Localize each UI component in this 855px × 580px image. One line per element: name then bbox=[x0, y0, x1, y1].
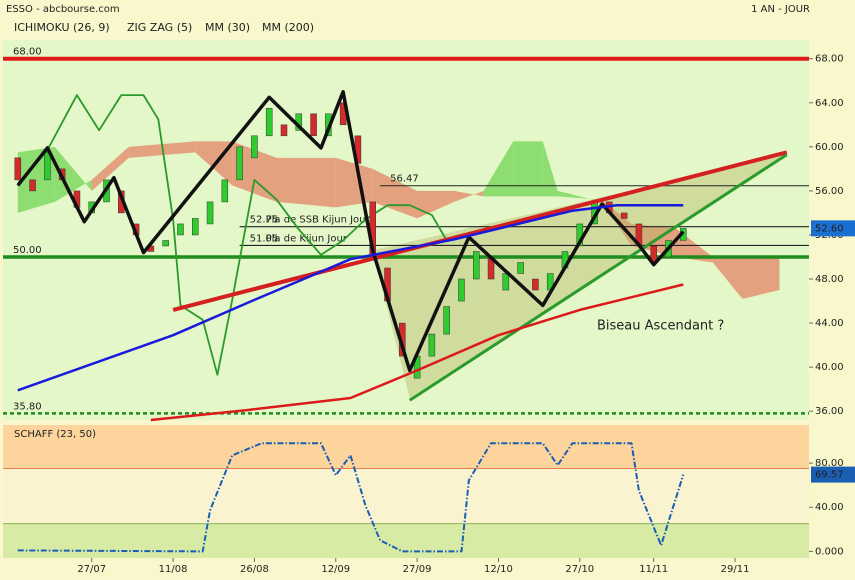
level-label: 56.47 bbox=[390, 174, 419, 185]
candle bbox=[502, 273, 510, 291]
x-tick-label: 12/10 bbox=[484, 564, 513, 575]
candle bbox=[458, 278, 465, 302]
y-tick-label: 44.00 bbox=[815, 318, 844, 329]
annotation: Biseau Ascendant ? bbox=[597, 319, 724, 334]
x-tick-label: 11/11 bbox=[639, 564, 668, 575]
candle bbox=[280, 124, 288, 137]
ichimoku-cloud bbox=[454, 190, 484, 202]
ichimoku-cloud bbox=[483, 141, 514, 197]
ichimoku-cloud bbox=[91, 146, 129, 191]
current-price-label: 52.60 bbox=[815, 223, 844, 234]
level-label: 52.75 bbox=[250, 215, 279, 226]
x-tick-label: 27/09 bbox=[403, 564, 432, 575]
candle bbox=[29, 179, 36, 192]
candle bbox=[14, 157, 22, 181]
level-label: 51.05 bbox=[250, 233, 279, 244]
current-price-box bbox=[811, 220, 855, 237]
ichimoku-cloud bbox=[742, 256, 780, 299]
candle bbox=[472, 251, 480, 280]
y-tick-label: 0.000 bbox=[815, 546, 844, 557]
chikou-line bbox=[17, 94, 448, 376]
candle bbox=[428, 333, 436, 357]
y-tick-label: 64.00 bbox=[815, 98, 844, 109]
level-label: 68.00 bbox=[13, 47, 42, 58]
candle bbox=[265, 108, 273, 137]
candle bbox=[517, 262, 524, 274]
x-tick-label: 27/07 bbox=[77, 564, 106, 575]
ichimoku-cloud bbox=[542, 141, 558, 197]
y-tick-label: 48.00 bbox=[815, 274, 844, 285]
ichimoku-cloud bbox=[417, 190, 455, 219]
level-label: 50.00 bbox=[13, 245, 42, 256]
wedge-area bbox=[372, 154, 787, 398]
series-line bbox=[16, 90, 685, 373]
candle bbox=[443, 306, 450, 335]
x-tick-label: 29/11 bbox=[721, 564, 750, 575]
y-tick-label: 68.00 bbox=[815, 54, 844, 65]
candle bbox=[310, 113, 317, 137]
candle bbox=[44, 152, 51, 181]
band bbox=[3, 425, 809, 469]
candle bbox=[532, 278, 539, 291]
candle bbox=[251, 135, 258, 159]
band bbox=[3, 523, 809, 558]
legend-entry: MM (200) bbox=[262, 21, 314, 34]
last-value-label: 69.57 bbox=[815, 470, 844, 481]
ichimoku-cloud bbox=[232, 141, 277, 202]
candle bbox=[236, 146, 243, 181]
y-tick-label: 56.00 bbox=[815, 186, 844, 197]
series-line bbox=[17, 203, 684, 392]
y-tick-label: 36.00 bbox=[815, 406, 844, 417]
level-label: 35.80 bbox=[13, 401, 42, 412]
candle bbox=[206, 201, 214, 225]
legend-entry: ZIG ZAG (5) bbox=[127, 21, 192, 34]
ichimoku-cloud bbox=[54, 146, 92, 202]
last-value-box bbox=[811, 466, 855, 483]
ichimoku-cloud bbox=[513, 141, 543, 197]
candle bbox=[177, 223, 184, 236]
candle bbox=[162, 240, 169, 247]
x-tick-label: 11/08 bbox=[159, 564, 188, 575]
y-tick-label: 40.00 bbox=[815, 362, 844, 373]
schaff-line bbox=[17, 442, 685, 553]
trend-line bbox=[172, 150, 788, 312]
trend-line bbox=[408, 153, 788, 402]
ichimoku-cloud bbox=[557, 190, 602, 202]
candle bbox=[192, 218, 199, 236]
legend-entry: ICHIMOKU (26, 9) bbox=[14, 21, 110, 34]
candle bbox=[620, 212, 628, 219]
x-tick-label: 26/08 bbox=[240, 564, 269, 575]
y-tick-label: 40.00 bbox=[815, 502, 844, 513]
level-text: Pla de SSB Kijun Jour bbox=[266, 215, 371, 226]
y-tick-label: 60.00 bbox=[815, 142, 844, 153]
candle bbox=[221, 179, 229, 203]
legend-entry: MM (30) bbox=[205, 21, 250, 34]
panel-title: SCHAFF (23, 50) bbox=[14, 429, 96, 440]
source: ESSO - abcbourse.com bbox=[6, 4, 120, 15]
x-tick-label: 12/09 bbox=[321, 564, 350, 575]
ichimoku-cloud bbox=[276, 157, 336, 208]
series-line bbox=[150, 283, 684, 422]
ichimoku-cloud bbox=[712, 256, 743, 299]
x-tick-label: 27/10 bbox=[565, 564, 594, 575]
period: 1 AN - JOUR bbox=[751, 4, 810, 15]
y-tick-label: 80.00 bbox=[815, 458, 844, 469]
